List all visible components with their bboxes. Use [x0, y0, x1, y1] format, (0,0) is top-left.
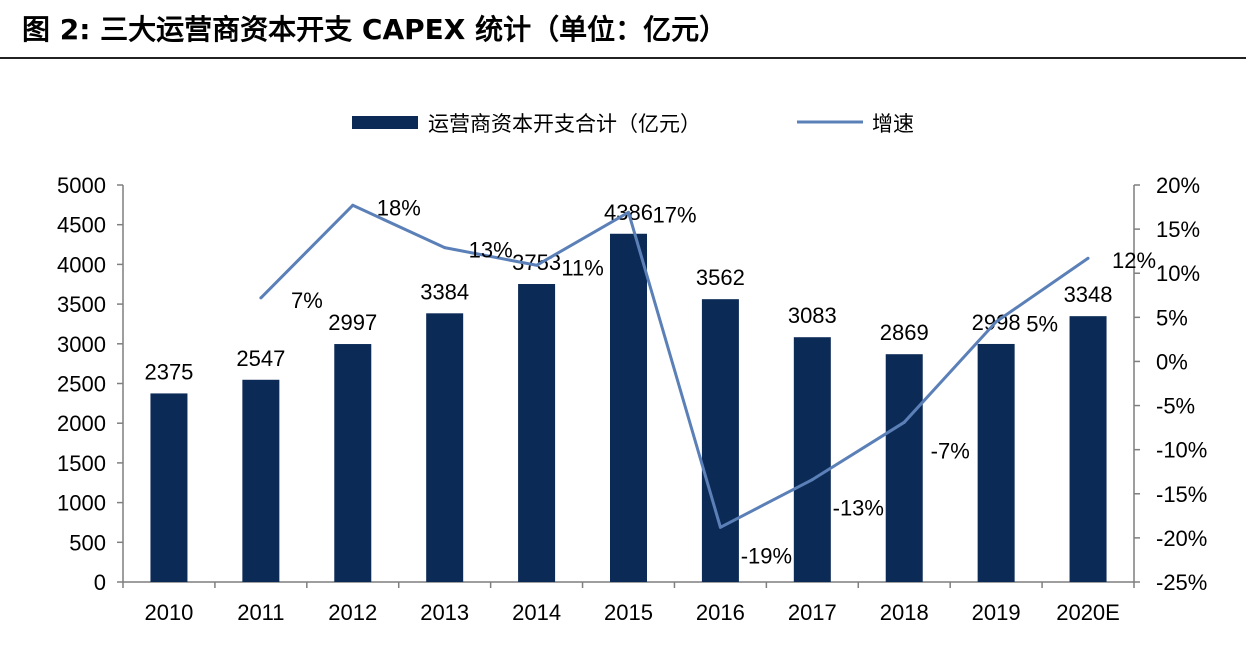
growth-point-2019: [994, 320, 998, 324]
growth-point-2014: [535, 263, 539, 267]
growth-point-2013: [443, 246, 447, 250]
left-tick-label: 0: [94, 570, 106, 595]
right-tick-label: -25%: [1156, 570, 1207, 595]
right-tick-label: -15%: [1156, 482, 1207, 507]
figure-title: 图 2: 三大运营商资本开支 CAPEX 统计（单位：亿元）: [22, 13, 728, 46]
x-tick-label: 2010: [144, 600, 193, 625]
right-tick-label: -10%: [1156, 438, 1207, 463]
right-tick-label: 5%: [1156, 305, 1188, 330]
bar-value-label: 3348: [1064, 282, 1113, 307]
right-tick-label: 10%: [1156, 261, 1200, 286]
growth-value-label: -19%: [741, 543, 792, 568]
left-tick-label: 3000: [57, 332, 106, 357]
bar-value-label: 2375: [144, 359, 193, 384]
bar-2016: [701, 299, 739, 582]
growth-value-label: 17%: [652, 202, 696, 227]
left-tick-label: 5000: [57, 173, 106, 198]
right-tick-label: 0%: [1156, 349, 1188, 374]
growth-value-label: 7%: [291, 288, 323, 313]
x-tick-label: 2018: [880, 600, 929, 625]
x-tick-label: 2012: [328, 600, 377, 625]
growth-value-label: -13%: [833, 496, 884, 521]
growth-point-2012: [351, 203, 355, 207]
growth-value-label: 13%: [469, 238, 513, 263]
bar-value-label: 2547: [236, 346, 285, 371]
bar-2011: [242, 379, 280, 582]
x-tick-label: 2013: [420, 600, 469, 625]
title-divider: [0, 57, 1246, 59]
legend-bar-swatch: [352, 116, 418, 129]
bar-2018: [885, 354, 923, 582]
right-tick-label: -5%: [1156, 394, 1195, 419]
growth-point-2017: [810, 478, 814, 482]
bar-value-label: 3562: [696, 265, 745, 290]
bar-value-label: 3083: [788, 303, 837, 328]
left-tick-label: 3500: [57, 292, 106, 317]
legend: 运营商资本开支合计（亿元） 增速: [352, 112, 914, 136]
plot-area: 0 500 1000 1500 2000 2500 3000 3500 4000 4500 5000…: [57, 173, 1207, 625]
x-tick-label: 2015: [604, 600, 653, 625]
left-tick-label: 4500: [57, 213, 106, 238]
growth-point-2018: [902, 420, 906, 424]
left-tick-label: 2000: [57, 411, 106, 436]
growth-value-label: 5%: [1026, 312, 1058, 337]
bar-2010: [150, 393, 188, 582]
bar-2015: [610, 233, 647, 583]
bar-value-label: 3384: [420, 279, 469, 304]
x-tick-label: 2011: [237, 600, 284, 625]
left-tick-label: 1000: [57, 491, 106, 516]
x-tick-label: 2019: [972, 600, 1021, 625]
left-tick-label: 500: [69, 530, 106, 555]
bar-2013: [426, 313, 464, 582]
x-tick-label: 2014: [512, 600, 561, 625]
right-tick-label: -20%: [1156, 526, 1207, 551]
bar-2014: [518, 284, 556, 582]
growth-value-label: 11%: [561, 255, 603, 280]
bar-2020E: [1069, 316, 1107, 582]
bar-2012: [334, 344, 372, 582]
left-tick-label: 2500: [57, 372, 106, 397]
growth-value-label: -7%: [931, 438, 970, 463]
x-tick-label: 2016: [696, 600, 745, 625]
growth-value-label: 12%: [1112, 248, 1156, 273]
right-tick-label: 15%: [1156, 217, 1200, 242]
bar-value-label: 2997: [328, 310, 377, 335]
x-tick-label: 2020E: [1056, 600, 1120, 625]
bar-value-label: 2869: [880, 320, 929, 345]
growth-point-2011: [259, 296, 263, 300]
growth-point-2015: [627, 210, 630, 214]
bar-2019: [977, 343, 1015, 582]
legend-line-label: 增速: [872, 112, 914, 136]
growth-value-label: 18%: [377, 195, 421, 220]
legend-bar-label: 运营商资本开支合计（亿元）: [428, 112, 701, 136]
growth-point-2016: [718, 525, 722, 529]
left-tick-label: 4000: [57, 252, 106, 277]
growth-line: [259, 203, 1089, 529]
bar-2017: [793, 337, 831, 582]
left-tick-label: 1500: [57, 451, 106, 476]
x-tick-label: 2017: [788, 600, 837, 625]
growth-point-2020E: [1086, 256, 1090, 260]
right-tick-label: 20%: [1156, 173, 1200, 198]
